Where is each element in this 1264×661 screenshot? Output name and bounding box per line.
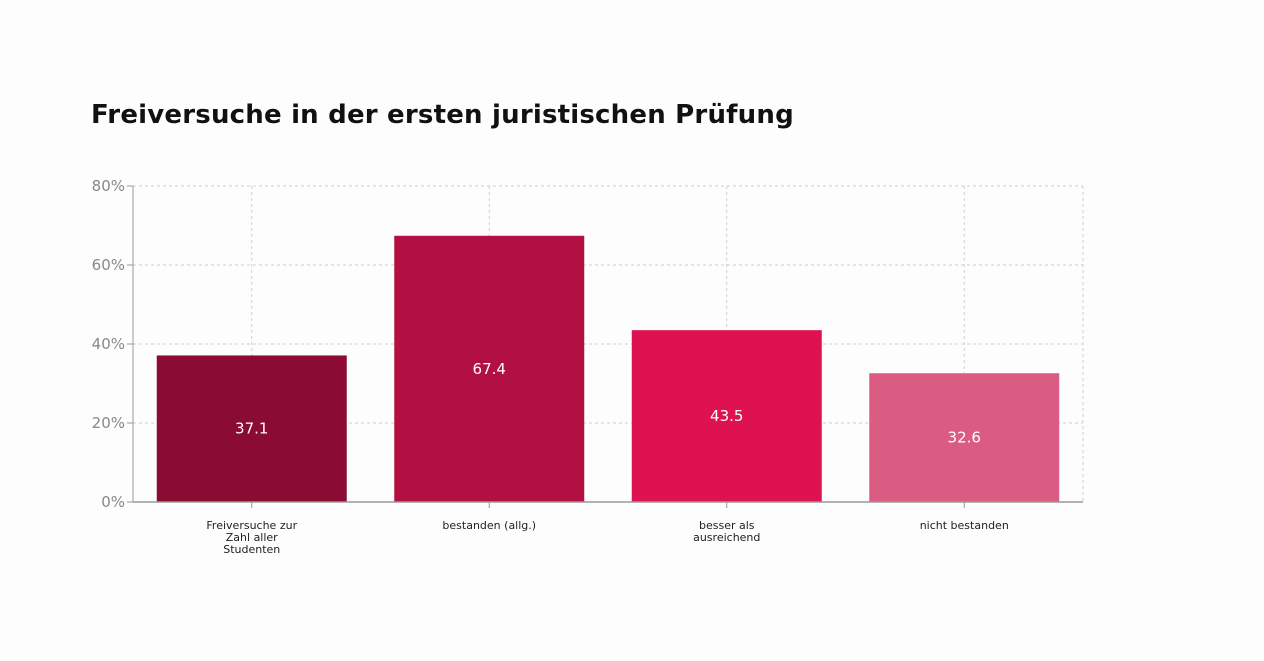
bar — [869, 373, 1060, 502]
bar — [394, 235, 585, 502]
x-tick-label: bestanden (allg.) — [442, 519, 536, 532]
bar-value-label: 67.4 — [473, 360, 506, 378]
bar-value-label: 37.1 — [235, 420, 268, 438]
y-tick-label: 60% — [92, 256, 125, 274]
x-tick-label: nicht bestanden — [920, 519, 1009, 532]
bar — [156, 355, 347, 502]
bar — [631, 330, 822, 502]
y-tick-label: 0% — [101, 493, 125, 511]
x-tick-label: Freiversuche zur Zahl aller Studenten — [206, 519, 297, 556]
bar-value-label: 43.5 — [710, 407, 743, 425]
x-tick-label: besser als ausreichend — [693, 519, 760, 544]
y-tick-label: 40% — [92, 335, 125, 353]
bar-value-label: 32.6 — [948, 429, 981, 447]
chart-title: Freiversuche in der ersten juristischen … — [91, 100, 794, 130]
y-tick-label: 20% — [92, 414, 125, 432]
y-tick-label: 80% — [92, 177, 125, 195]
